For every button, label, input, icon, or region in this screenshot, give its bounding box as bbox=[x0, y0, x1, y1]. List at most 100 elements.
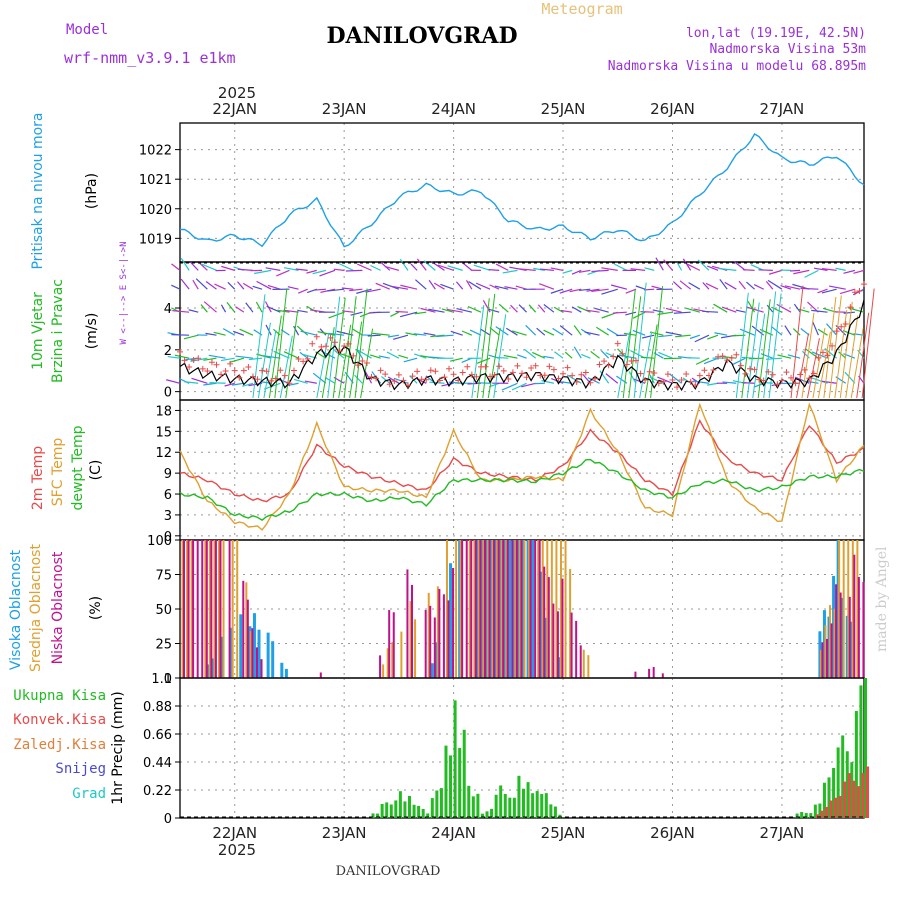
wind-arrow bbox=[821, 380, 837, 384]
wind-arrow bbox=[494, 285, 509, 290]
cloud-bar bbox=[550, 540, 553, 678]
cloud-bar bbox=[862, 582, 865, 678]
y-tick-label: 0 bbox=[164, 530, 172, 545]
wind-arrow bbox=[465, 279, 473, 290]
wind-streak bbox=[757, 299, 771, 399]
wind-gust-marker bbox=[514, 362, 521, 369]
cloud-bar bbox=[196, 540, 199, 678]
wind-arrow bbox=[441, 382, 454, 387]
wind-arrow bbox=[688, 282, 701, 290]
wind-gust-marker bbox=[304, 355, 311, 362]
cloud-bar bbox=[833, 608, 836, 678]
wind-arrow bbox=[390, 311, 400, 317]
wind-gust-marker bbox=[295, 356, 302, 363]
precip-bar bbox=[852, 780, 856, 818]
wind-arrow bbox=[777, 354, 792, 359]
wind-streak bbox=[617, 331, 631, 399]
cloud-bar bbox=[406, 569, 409, 678]
cloud-bar bbox=[587, 655, 590, 678]
cloud-bar bbox=[556, 611, 559, 678]
precip-bar bbox=[471, 796, 475, 818]
precip-bar bbox=[517, 775, 521, 818]
wind-arrow bbox=[214, 283, 226, 290]
wind-gust-marker bbox=[756, 376, 763, 383]
wind-arrow bbox=[326, 288, 345, 292]
cloud-bar bbox=[851, 540, 854, 678]
wind-arrow bbox=[356, 288, 372, 294]
wind-gust-marker bbox=[395, 371, 402, 378]
wind-arrow bbox=[256, 280, 272, 290]
wind-arrow bbox=[606, 327, 619, 336]
wind-arrow bbox=[174, 354, 190, 359]
temp-line bbox=[179, 402, 865, 531]
wind-arrow bbox=[488, 308, 500, 313]
wind-arrow bbox=[213, 331, 226, 336]
precip-bar bbox=[829, 800, 833, 818]
wind-gust-marker bbox=[291, 367, 297, 374]
wind-arrow bbox=[560, 309, 573, 313]
wind-gust-marker bbox=[373, 375, 380, 382]
wind-arrow bbox=[543, 304, 555, 313]
wind-arrow bbox=[682, 377, 692, 384]
wind-arrow bbox=[543, 355, 555, 359]
wind-gust-marker bbox=[236, 374, 243, 381]
wind-arrow bbox=[559, 288, 573, 294]
wind-gust-marker bbox=[208, 359, 215, 366]
wind-arrow bbox=[400, 284, 418, 290]
wind-arrow bbox=[793, 269, 810, 275]
wind-arrow bbox=[203, 301, 217, 313]
temp-axis-unit: (C) bbox=[88, 460, 104, 481]
precip-bar bbox=[549, 804, 553, 818]
wind-gust-marker bbox=[751, 366, 758, 373]
y-tick-label: 0.22 bbox=[143, 784, 172, 799]
wind-arrow bbox=[765, 280, 774, 290]
wind-arrow bbox=[365, 288, 381, 293]
wind-arrow bbox=[283, 267, 299, 271]
cloud-bar bbox=[236, 540, 239, 678]
wind-axis-title-2: Brzina i Pravac bbox=[50, 279, 66, 383]
wind-gust-marker bbox=[861, 281, 867, 288]
y-tick-label: 4 bbox=[164, 302, 172, 317]
cloud-bar bbox=[491, 540, 494, 678]
wind-arrow bbox=[628, 371, 637, 384]
y-tick-label: 0.44 bbox=[143, 756, 172, 771]
wind-arrow bbox=[515, 285, 527, 290]
wind-arrow bbox=[573, 325, 582, 336]
cloud-bar bbox=[382, 664, 385, 678]
wind-gust-marker bbox=[774, 381, 781, 388]
wind-arrow bbox=[333, 268, 345, 271]
cloud-bar bbox=[208, 540, 211, 678]
wind-gust-marker bbox=[582, 369, 589, 376]
precip-bar bbox=[490, 808, 494, 818]
wind-arrow bbox=[317, 331, 336, 336]
cloud-bar bbox=[280, 662, 284, 678]
wind-gust-marker bbox=[724, 357, 731, 364]
cloud-bar bbox=[508, 540, 512, 678]
wind-gust-marker bbox=[313, 333, 320, 340]
wind-arrow bbox=[220, 304, 227, 313]
wind-streak bbox=[741, 298, 755, 399]
y-tick-label: 1020 bbox=[139, 203, 172, 218]
wind-arrow bbox=[386, 351, 400, 359]
wind-arrow bbox=[718, 267, 737, 271]
wind-gust-marker bbox=[591, 375, 598, 382]
wind-arrow bbox=[663, 259, 673, 271]
wind-arrow bbox=[381, 376, 391, 384]
cloud-bar bbox=[228, 540, 231, 678]
wind-arrow bbox=[352, 328, 363, 336]
cloud-bar bbox=[210, 540, 213, 678]
wind-gust-marker bbox=[446, 365, 453, 372]
wind-arrow bbox=[255, 301, 263, 313]
precip-bar bbox=[843, 781, 847, 818]
wind-arrow bbox=[658, 334, 673, 338]
cloud-bar bbox=[506, 540, 509, 678]
precip-bar bbox=[480, 813, 484, 818]
cloud-bar bbox=[838, 540, 841, 678]
precip-bar bbox=[822, 782, 826, 818]
wind-arrow bbox=[192, 279, 199, 290]
cloud-bar bbox=[502, 540, 505, 678]
wind-arrow bbox=[416, 258, 427, 271]
wind-arrow bbox=[488, 268, 500, 271]
wind-streak bbox=[476, 298, 490, 399]
precip-bar bbox=[508, 797, 512, 818]
